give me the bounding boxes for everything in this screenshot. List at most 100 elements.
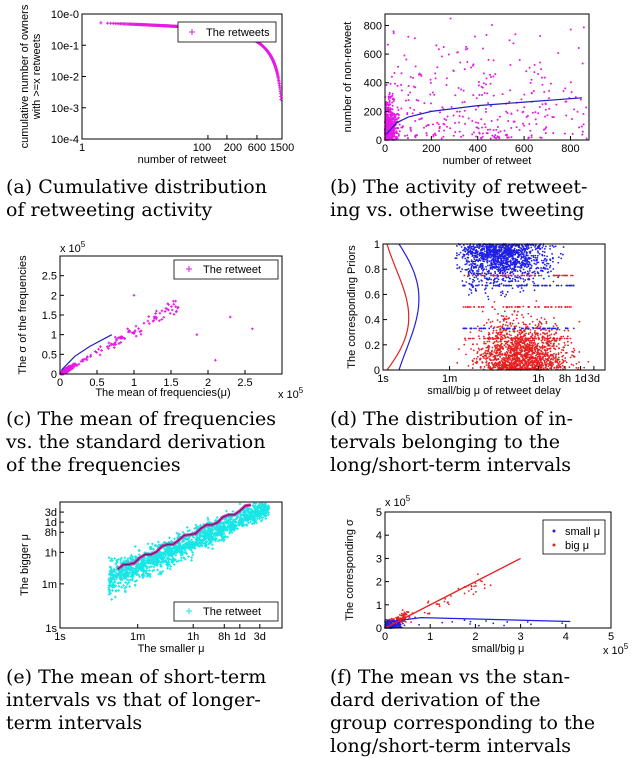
data-point bbox=[523, 247, 525, 249]
data-point bbox=[571, 351, 573, 353]
data-point bbox=[528, 263, 530, 265]
data-point bbox=[521, 287, 523, 289]
data-point bbox=[533, 342, 535, 344]
data-point bbox=[531, 79, 533, 81]
data-point bbox=[465, 339, 467, 341]
data-point bbox=[433, 94, 435, 96]
data-point bbox=[515, 263, 517, 265]
data-point bbox=[486, 250, 488, 252]
data-point bbox=[438, 48, 440, 50]
data-point bbox=[534, 111, 536, 113]
data-point bbox=[538, 275, 540, 277]
data-point bbox=[490, 262, 492, 264]
data-point bbox=[482, 256, 484, 258]
data-point bbox=[531, 364, 533, 366]
data-point bbox=[530, 315, 532, 317]
data-point bbox=[472, 246, 474, 248]
data-point bbox=[501, 365, 503, 367]
data-point bbox=[582, 131, 584, 133]
data-point bbox=[487, 265, 489, 267]
data-point bbox=[386, 121, 388, 123]
data-point bbox=[495, 259, 497, 261]
data-point bbox=[495, 347, 497, 349]
data-point bbox=[506, 271, 508, 273]
data-point bbox=[515, 358, 517, 360]
data-point bbox=[466, 48, 468, 50]
data-point bbox=[462, 250, 464, 252]
data-point bbox=[488, 245, 490, 247]
data-point bbox=[524, 279, 526, 281]
data-point bbox=[454, 131, 456, 133]
data-point bbox=[494, 272, 496, 274]
data-point bbox=[472, 281, 474, 283]
data-point bbox=[474, 255, 476, 257]
data-point bbox=[523, 106, 525, 108]
data-point bbox=[561, 356, 563, 358]
data-point bbox=[544, 339, 546, 341]
data-point bbox=[553, 342, 555, 344]
data-point bbox=[557, 359, 559, 361]
data-point bbox=[388, 118, 390, 120]
data-point bbox=[387, 44, 389, 46]
data-point bbox=[508, 281, 510, 283]
data-point bbox=[553, 367, 555, 369]
data-point bbox=[493, 279, 495, 281]
data-point bbox=[500, 353, 502, 355]
data-point bbox=[490, 76, 492, 78]
data-point bbox=[393, 72, 395, 74]
data-point bbox=[477, 122, 479, 124]
data-point bbox=[504, 317, 506, 319]
caption-c-line-1: (c) The mean of frequencies bbox=[6, 408, 310, 431]
data-point bbox=[463, 344, 465, 346]
data-point bbox=[556, 361, 558, 363]
data-point bbox=[229, 316, 232, 319]
data-point bbox=[486, 357, 488, 359]
data-point bbox=[546, 114, 548, 116]
data-point bbox=[532, 281, 534, 283]
data-point bbox=[398, 133, 400, 135]
data-point bbox=[527, 347, 529, 349]
data-point bbox=[473, 358, 475, 360]
data-point bbox=[544, 362, 546, 364]
data-point bbox=[493, 328, 495, 330]
data-point bbox=[449, 127, 451, 129]
data-point bbox=[580, 99, 582, 101]
data-point bbox=[494, 366, 496, 368]
data-point bbox=[472, 63, 474, 65]
data-point bbox=[485, 126, 487, 128]
data-point bbox=[525, 328, 527, 330]
b-x-tick-label: 800 bbox=[561, 143, 579, 155]
data-point bbox=[534, 273, 536, 275]
data-point bbox=[501, 353, 503, 355]
data-point bbox=[547, 306, 549, 308]
data-point bbox=[478, 94, 480, 96]
data-point bbox=[501, 364, 503, 366]
data-point bbox=[530, 82, 532, 84]
data-point bbox=[587, 361, 589, 363]
data-point bbox=[483, 336, 485, 338]
data-point bbox=[495, 330, 497, 332]
data-point bbox=[500, 335, 502, 337]
data-point bbox=[489, 341, 491, 343]
data-point bbox=[547, 358, 549, 360]
data-point bbox=[393, 130, 395, 132]
data-point bbox=[539, 347, 541, 349]
data-point bbox=[526, 340, 528, 342]
data-point bbox=[552, 268, 554, 270]
data-point bbox=[521, 255, 523, 257]
data-point bbox=[515, 344, 517, 346]
data-point bbox=[489, 74, 491, 76]
data-point bbox=[495, 251, 497, 253]
data-point bbox=[535, 118, 537, 120]
data-point bbox=[583, 367, 585, 369]
data-point bbox=[567, 341, 569, 343]
data-point bbox=[540, 353, 542, 355]
data-point bbox=[540, 333, 542, 335]
data-point bbox=[476, 127, 478, 129]
data-point bbox=[494, 355, 496, 357]
data-point bbox=[509, 331, 511, 333]
data-point bbox=[546, 368, 548, 370]
b-y-tick-label: 0 bbox=[376, 135, 382, 147]
data-point bbox=[499, 329, 501, 331]
